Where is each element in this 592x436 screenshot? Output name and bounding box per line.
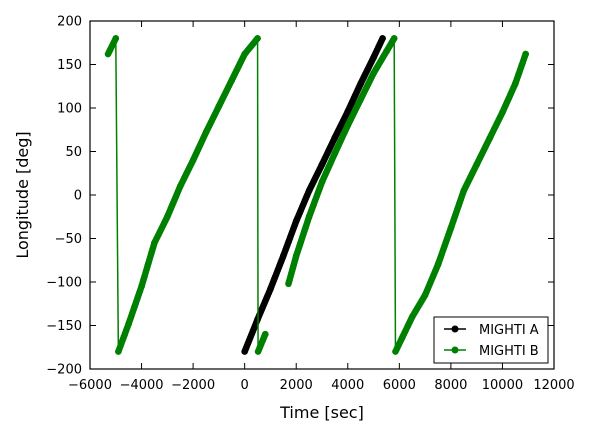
x-tick-label: −2000 (171, 378, 215, 393)
y-tick-label: 0 (74, 189, 82, 204)
series-point-mighti-b (254, 35, 261, 42)
series-line-mighti-b (287, 35, 527, 352)
y-tick-label: 200 (57, 15, 82, 30)
y-tick-label: −100 (46, 276, 82, 291)
x-axis-title: Time [sec] (279, 403, 364, 422)
series-mighti-b (104, 35, 529, 355)
x-tick-label: 2000 (280, 378, 313, 393)
legend-marker-mighti-a (451, 325, 459, 333)
y-tick-label: −200 (46, 363, 82, 378)
y-tick-label: 50 (65, 145, 82, 160)
legend: MIGHTI A MIGHTI B (433, 316, 549, 364)
series-mighti-a (241, 35, 386, 355)
x-tick-label: 10000 (482, 378, 523, 393)
series-point-mighti-b (390, 35, 398, 42)
y-tick-label: 100 (57, 102, 82, 117)
x-tick-label: −4000 (120, 378, 164, 393)
x-tick-label: 8000 (434, 378, 467, 393)
x-tick-label: 6000 (383, 378, 416, 393)
y-tick-label: −150 (46, 319, 82, 334)
legend-label-mighti-a: MIGHTI A (479, 323, 539, 338)
series-layer (104, 35, 529, 355)
legend-marker-mighti-b (451, 346, 459, 354)
plot-frame (89, 20, 555, 370)
x-tick-label: 12000 (533, 378, 574, 393)
tick-labels: −6000 −4000 −2000 0 2000 4000 6000 8000 10000 120… (46, 15, 574, 394)
x-tick-label: 4000 (331, 378, 364, 393)
series-line-mighti-b (107, 36, 266, 352)
series-point-mighti-b (261, 330, 269, 338)
x-tick-label: −6000 (68, 378, 112, 393)
legend-label-mighti-b: MIGHTI B (479, 344, 539, 359)
y-tick-label: −50 (55, 232, 82, 247)
x-tick-label: 0 (241, 378, 249, 393)
series-point-mighti-a (379, 35, 386, 42)
series-point-mighti-b (522, 50, 529, 58)
legend-box (433, 316, 549, 364)
series-point-mighti-b (112, 35, 120, 42)
y-tick-label: 150 (57, 58, 82, 73)
y-axis-title: Longitude [deg] (13, 131, 32, 258)
